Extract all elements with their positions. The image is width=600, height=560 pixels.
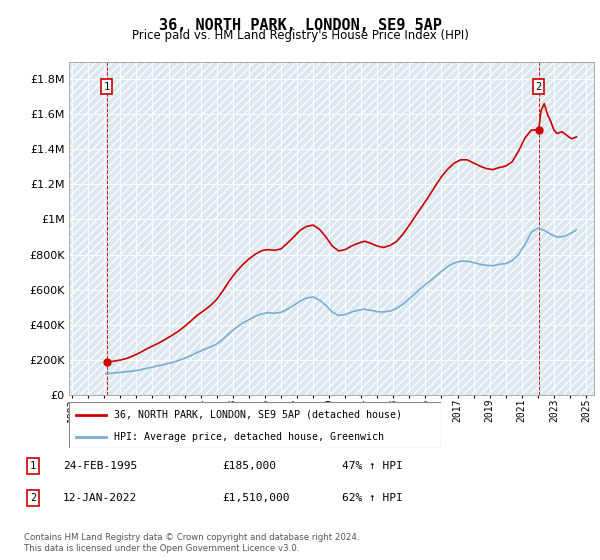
Text: Contains HM Land Registry data © Crown copyright and database right 2024.
This d: Contains HM Land Registry data © Crown c…: [24, 533, 359, 553]
Text: 2: 2: [30, 493, 36, 503]
Text: 1: 1: [30, 461, 36, 471]
Text: 62% ↑ HPI: 62% ↑ HPI: [342, 493, 403, 503]
Text: 47% ↑ HPI: 47% ↑ HPI: [342, 461, 403, 471]
Text: 12-JAN-2022: 12-JAN-2022: [63, 493, 137, 503]
Text: £1,510,000: £1,510,000: [222, 493, 290, 503]
Text: 36, NORTH PARK, LONDON, SE9 5AP: 36, NORTH PARK, LONDON, SE9 5AP: [158, 18, 442, 33]
Text: HPI: Average price, detached house, Greenwich: HPI: Average price, detached house, Gree…: [113, 432, 383, 442]
Text: 1: 1: [104, 82, 110, 92]
FancyBboxPatch shape: [69, 402, 441, 448]
Text: 24-FEB-1995: 24-FEB-1995: [63, 461, 137, 471]
Text: 36, NORTH PARK, LONDON, SE9 5AP (detached house): 36, NORTH PARK, LONDON, SE9 5AP (detache…: [113, 410, 401, 420]
Text: 2: 2: [535, 82, 542, 92]
Text: Price paid vs. HM Land Registry's House Price Index (HPI): Price paid vs. HM Land Registry's House …: [131, 29, 469, 42]
Text: £185,000: £185,000: [222, 461, 276, 471]
